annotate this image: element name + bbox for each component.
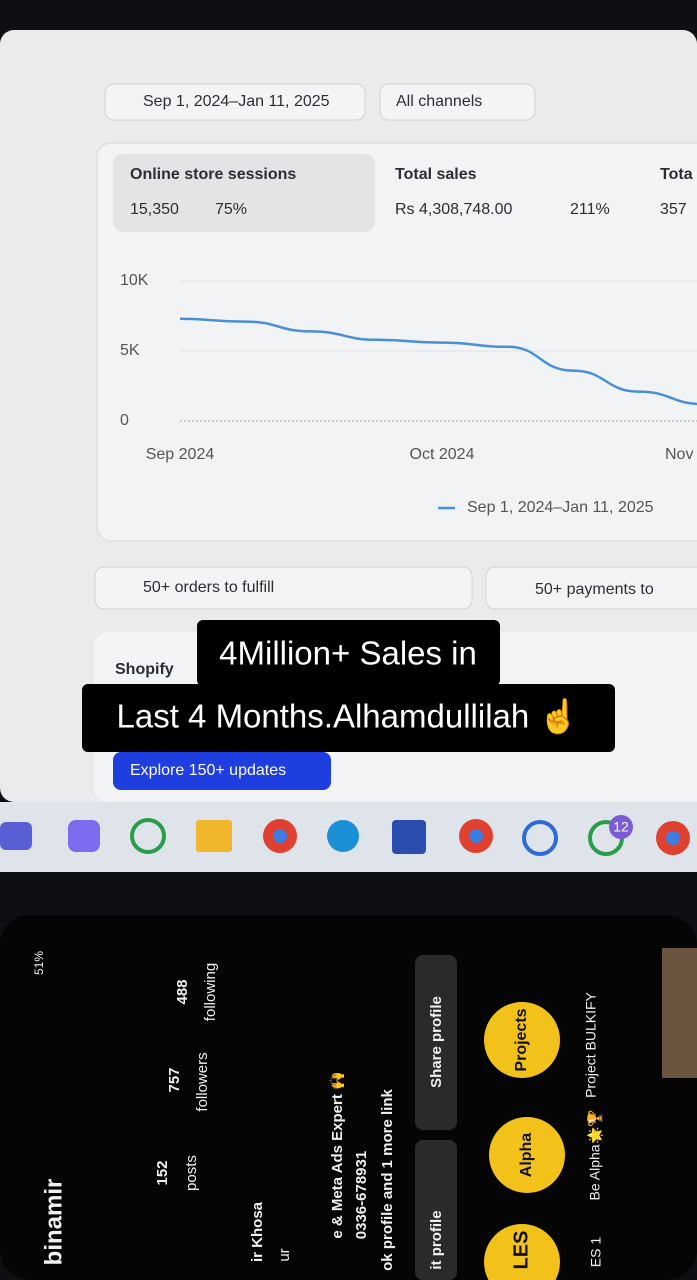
following-count: 488 — [174, 979, 191, 1004]
badge-count: 12 — [613, 819, 629, 835]
explore-button[interactable] — [113, 752, 331, 790]
metric-selected — [113, 154, 375, 232]
posts-count: 152 — [154, 1160, 171, 1185]
highlight-title: LES — [510, 1231, 532, 1270]
metric-value: 357 — [660, 201, 687, 218]
share-profile-button[interactable] — [415, 955, 457, 1130]
caption-box — [82, 684, 615, 752]
highlight-caption: Project BULKIFY — [583, 991, 599, 1097]
bio-line: ur — [276, 1248, 293, 1261]
highlight[interactable] — [484, 1224, 560, 1280]
metric-change: 75% — [215, 201, 247, 218]
caption-line: 4Million+ Sales in — [219, 635, 477, 672]
following-label: following — [202, 963, 219, 1021]
metric-label: Online store sessions — [130, 166, 296, 183]
highlight-caption: Be Alpha🌟🏆 — [587, 1109, 604, 1200]
battery: 51% — [32, 951, 46, 975]
task-card[interactable] — [485, 566, 697, 610]
metric-change: 211% — [570, 201, 610, 218]
x-tick-label: Sep 2024 — [146, 446, 215, 463]
metric-value: Rs 4,308,748.00 — [395, 201, 513, 218]
caption-box — [197, 620, 500, 686]
date-button[interactable] — [104, 83, 366, 121]
metric-label: Tota — [660, 166, 693, 183]
highlight-title: Projects — [513, 1008, 530, 1071]
bio-line: e & Meta Ads Expert 🙌 — [328, 1071, 346, 1238]
followers-label: followers — [194, 1052, 211, 1111]
y-tick-label: 5K — [120, 342, 140, 359]
task-text: 50+ orders to fulfill — [143, 579, 274, 596]
y-tick-label: 10K — [120, 272, 149, 289]
highlight[interactable] — [489, 1117, 565, 1193]
badge — [609, 815, 633, 839]
bio-line: ok profile and 1 more link — [379, 1088, 396, 1270]
photo-thumb — [662, 948, 697, 1078]
button-text: Share profile — [428, 996, 445, 1088]
edit-profile-button[interactable] — [415, 1140, 457, 1280]
posts-label: posts — [183, 1155, 200, 1191]
card-title: Shopify — [115, 661, 174, 678]
bio-line: 0336-678931 — [353, 1151, 370, 1239]
taskbar-icons — [0, 818, 690, 856]
highlight-title: Alpha — [518, 1133, 535, 1178]
legend-label: Sep 1, 2024–Jan 11, 2025 — [467, 499, 654, 516]
date-range: Sep 1, 2024–Jan 11, 2025 — [143, 93, 330, 110]
followers-count: 757 — [166, 1067, 183, 1092]
highlight-caption: ES 1 — [588, 1237, 604, 1268]
x-tick-label: Nov — [665, 446, 693, 463]
metric-value: 15,350 — [130, 201, 179, 218]
highlight[interactable] — [484, 1002, 560, 1078]
series-line — [179, 317, 697, 406]
analytics-card — [96, 142, 697, 542]
channel-filter: All channels — [396, 93, 482, 110]
metric-label: Total sales — [395, 166, 477, 183]
caption-line: Last 4 Months.Alhamdullilah ☝️ — [117, 697, 580, 737]
task-text: 50+ payments to — [535, 581, 654, 598]
button-text: Explore 150+ updates — [130, 762, 286, 779]
task-card[interactable] — [94, 566, 473, 610]
username: binamir — [40, 1179, 67, 1266]
x-tick-label: Oct 2024 — [410, 446, 475, 463]
line-chart: 0 5K 10K Sep 2024 Oct 2024 Nov Sep 1, 2024–Jan… — [120, 272, 697, 516]
y-tick-label: 0 — [120, 412, 129, 429]
bio-line: ir Khosa — [249, 1201, 266, 1262]
button-text: it profile — [428, 1210, 445, 1269]
channel-button[interactable] — [379, 83, 536, 121]
